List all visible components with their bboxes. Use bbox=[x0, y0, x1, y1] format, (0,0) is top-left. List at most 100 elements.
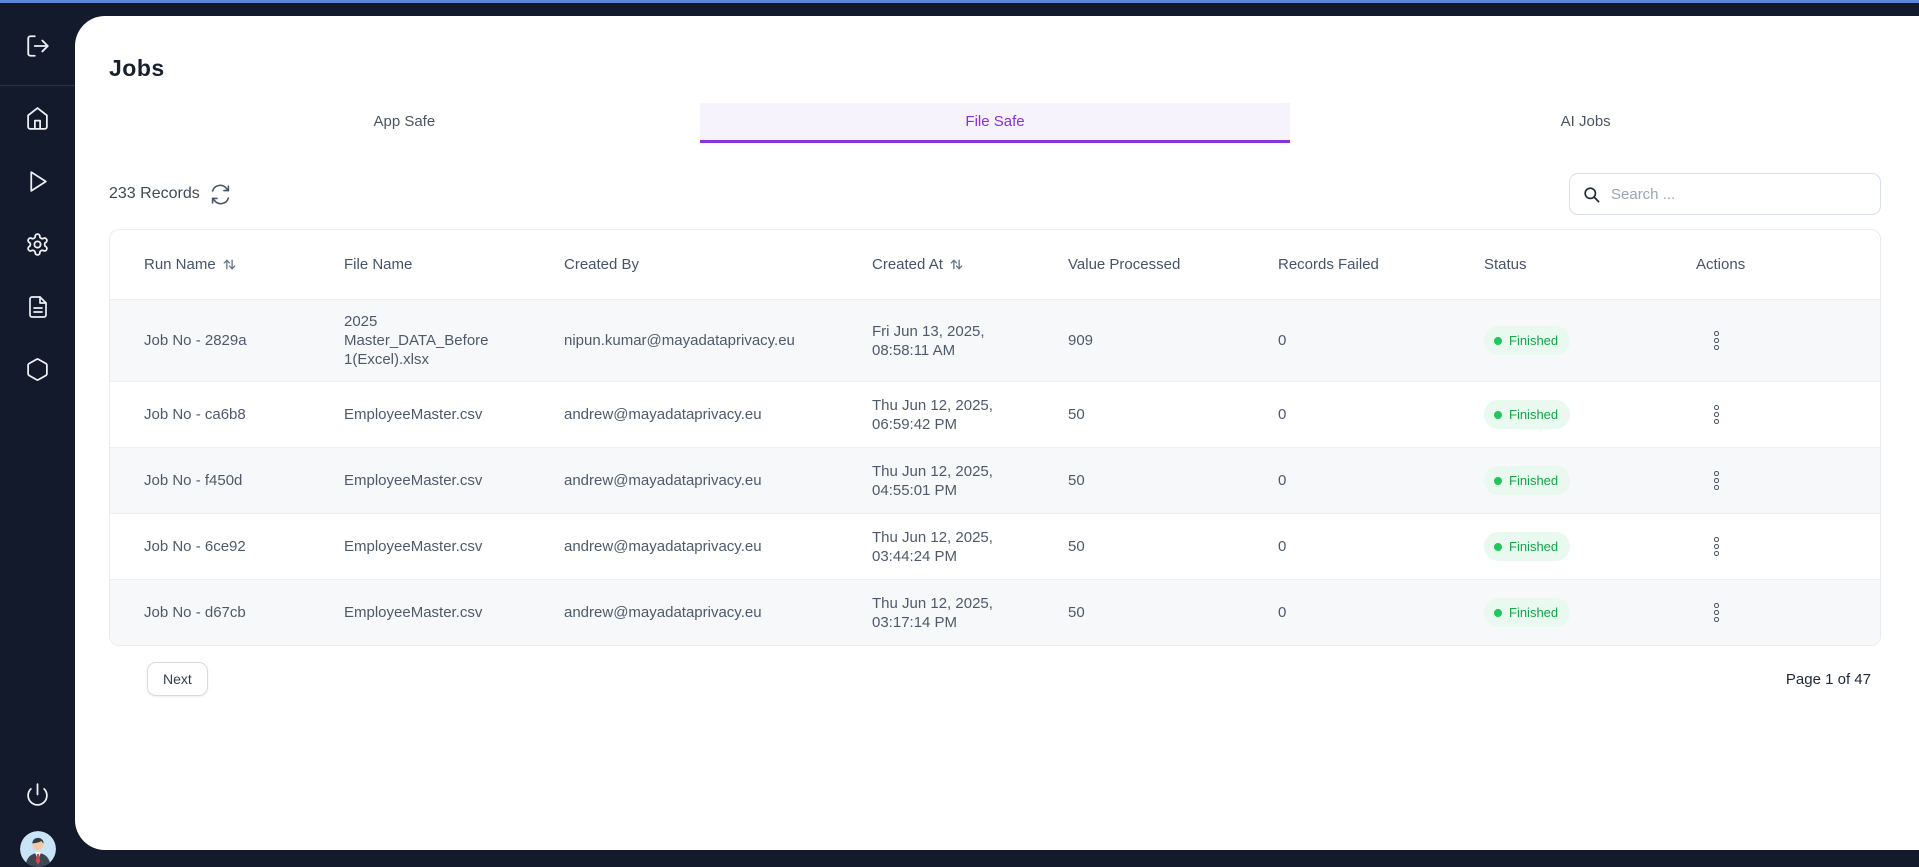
tab-file-safe[interactable]: File Safe bbox=[699, 103, 1291, 143]
kebab-menu-icon[interactable] bbox=[1710, 401, 1723, 428]
status-label: Finished bbox=[1509, 605, 1559, 620]
status-badge: Finished bbox=[1484, 532, 1571, 561]
cell-actions bbox=[1696, 599, 1880, 626]
play-icon[interactable] bbox=[25, 169, 50, 194]
sidebar bbox=[0, 3, 75, 867]
sort-icon[interactable] bbox=[949, 257, 964, 272]
cell-file-name: EmployeeMaster.csv bbox=[344, 406, 483, 423]
user-avatar[interactable] bbox=[19, 831, 56, 867]
status-dot-icon bbox=[1494, 410, 1502, 419]
logout-icon[interactable] bbox=[25, 33, 51, 59]
cell-created-by: nipun.kumar@mayadataprivacy.eu bbox=[564, 332, 795, 349]
column-header: Value Processed bbox=[1068, 256, 1278, 273]
records-count: 233 Records bbox=[109, 185, 200, 202]
table-row[interactable]: Job No - f450d EmployeeMaster.csv andrew… bbox=[110, 447, 1880, 513]
cell-actions bbox=[1696, 533, 1880, 560]
table-header-row: Run Name File Name Created By Created At… bbox=[110, 230, 1880, 300]
cell-created-by: andrew@mayadataprivacy.eu bbox=[564, 538, 762, 555]
sort-icon[interactable] bbox=[222, 257, 237, 272]
tab-ai-jobs[interactable]: AI Jobs bbox=[1290, 103, 1881, 143]
page-info: Page 1 of 47 bbox=[1785, 670, 1871, 688]
table-row[interactable]: Job No - d67cb EmployeeMaster.csv andrew… bbox=[110, 579, 1880, 645]
table-body: Job No - 2829a 2025 Master_DATA_Before 1… bbox=[110, 300, 1880, 645]
status-badge: Finished bbox=[1484, 326, 1571, 355]
kebab-menu-icon[interactable] bbox=[1710, 533, 1723, 560]
cell-created-by: andrew@mayadataprivacy.eu bbox=[564, 604, 762, 621]
column-header: File Name bbox=[344, 256, 564, 273]
tab-label: App Safe bbox=[373, 113, 436, 130]
kebab-menu-icon[interactable] bbox=[1710, 599, 1723, 626]
status-label: Finished bbox=[1509, 333, 1559, 348]
cell-created-at: Thu Jun 12, 2025, 03:17:14 PM bbox=[872, 594, 993, 631]
column-header-label: Actions bbox=[1696, 256, 1746, 273]
column-header-label: Run Name bbox=[144, 256, 216, 273]
search-box bbox=[1569, 173, 1881, 215]
cell-records-failed: 0 bbox=[1278, 332, 1287, 349]
kebab-menu-icon[interactable] bbox=[1710, 467, 1723, 494]
cell-file-name: EmployeeMaster.csv bbox=[344, 472, 483, 489]
table-row[interactable]: Job No - ca6b8 EmployeeMaster.csv andrew… bbox=[110, 381, 1880, 447]
table-row[interactable]: Job No - 6ce92 EmployeeMaster.csv andrew… bbox=[110, 513, 1880, 579]
document-icon[interactable] bbox=[26, 295, 50, 319]
cell-file-name: 2025 Master_DATA_Before 1(Excel).xlsx bbox=[344, 313, 489, 368]
cell-status: Finished bbox=[1484, 466, 1696, 495]
cell-value-processed: 50 bbox=[1068, 406, 1085, 423]
power-icon[interactable] bbox=[25, 782, 50, 807]
cell-records-failed: 0 bbox=[1278, 538, 1287, 555]
cell-status: Finished bbox=[1484, 598, 1696, 627]
cell-value-processed: 50 bbox=[1068, 538, 1085, 555]
status-badge: Finished bbox=[1484, 400, 1571, 429]
cell-status: Finished bbox=[1484, 400, 1696, 429]
status-label: Finished bbox=[1509, 539, 1559, 554]
cell-created-at: Thu Jun 12, 2025, 06:59:42 PM bbox=[872, 396, 993, 433]
cell-created-at: Fri Jun 13, 2025, 08:58:11 AM bbox=[872, 322, 985, 359]
cell-file-name: EmployeeMaster.csv bbox=[344, 604, 483, 621]
cell-records-failed: 0 bbox=[1278, 604, 1287, 621]
column-header: Created By bbox=[564, 256, 872, 273]
gear-icon[interactable] bbox=[25, 232, 50, 257]
home-icon[interactable] bbox=[25, 106, 50, 131]
kebab-menu-icon[interactable] bbox=[1710, 327, 1723, 354]
cell-created-at: Thu Jun 12, 2025, 04:55:01 PM bbox=[872, 462, 993, 499]
status-dot-icon bbox=[1494, 608, 1502, 617]
tab-app-safe[interactable]: App Safe bbox=[109, 103, 700, 143]
next-page-button[interactable]: Next bbox=[147, 662, 208, 696]
refresh-icon[interactable] bbox=[210, 184, 231, 205]
sidebar-divider bbox=[0, 85, 75, 86]
column-header-label: Created By bbox=[564, 256, 640, 273]
search-input[interactable] bbox=[1611, 185, 1868, 203]
table-row[interactable]: Job No - 2829a 2025 Master_DATA_Before 1… bbox=[110, 300, 1880, 381]
cell-records-failed: 0 bbox=[1278, 472, 1287, 489]
toolbar: 233 Records bbox=[109, 173, 1881, 215]
cell-run-name: Job No - 6ce92 bbox=[144, 538, 246, 555]
column-header-label: Records Failed bbox=[1278, 256, 1379, 273]
cell-value-processed: 909 bbox=[1068, 332, 1094, 349]
cell-run-name: Job No - 2829a bbox=[144, 332, 247, 349]
cell-actions bbox=[1696, 401, 1880, 428]
status-dot-icon bbox=[1494, 336, 1502, 345]
cell-file-name: EmployeeMaster.csv bbox=[344, 538, 483, 555]
cell-value-processed: 50 bbox=[1068, 604, 1085, 621]
column-header-label: Created At bbox=[872, 256, 943, 273]
column-header: Created At bbox=[872, 256, 1068, 273]
column-header: Run Name bbox=[144, 256, 344, 273]
hexagon-icon[interactable] bbox=[25, 357, 50, 382]
status-badge: Finished bbox=[1484, 466, 1571, 495]
column-header-label: Status bbox=[1484, 256, 1527, 273]
cell-run-name: Job No - f450d bbox=[144, 472, 243, 489]
cell-actions bbox=[1696, 327, 1880, 354]
status-dot-icon bbox=[1494, 542, 1502, 551]
status-label: Finished bbox=[1509, 473, 1559, 488]
status-badge: Finished bbox=[1484, 598, 1571, 627]
column-header: Records Failed bbox=[1278, 256, 1484, 273]
cell-run-name: Job No - ca6b8 bbox=[144, 406, 246, 423]
cell-actions bbox=[1696, 467, 1880, 494]
page-title: Jobs bbox=[109, 55, 165, 81]
status-dot-icon bbox=[1494, 476, 1502, 485]
status-label: Finished bbox=[1509, 407, 1559, 422]
search-icon bbox=[1584, 186, 1600, 202]
cell-status: Finished bbox=[1484, 532, 1696, 561]
column-header-label: Value Processed bbox=[1068, 256, 1181, 273]
cell-records-failed: 0 bbox=[1278, 406, 1287, 423]
top-accent-line bbox=[0, 0, 1919, 3]
